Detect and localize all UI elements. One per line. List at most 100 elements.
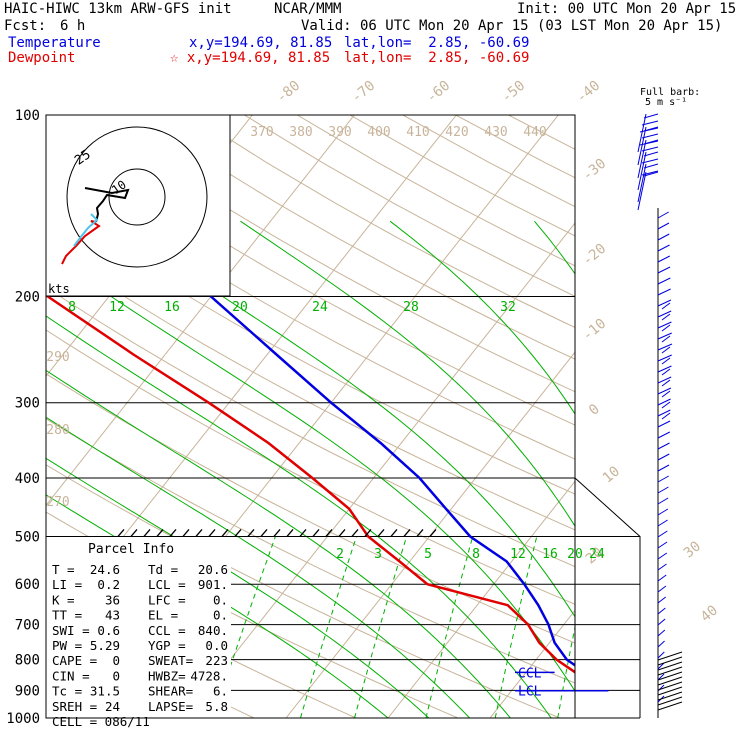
hodograph-units-label: kts xyxy=(48,282,70,296)
wind-barb xyxy=(637,171,647,211)
mixing-ratio-upper-label: 24 xyxy=(312,300,328,315)
mixing-ratio-lower-label: 12 xyxy=(510,547,526,562)
frost-hatch xyxy=(260,529,268,537)
theta-side-label: 270 xyxy=(46,495,69,510)
wind-barb xyxy=(637,139,647,179)
dewpoint-curve xyxy=(46,291,575,674)
wind-barb xyxy=(657,398,671,406)
frost-hatch xyxy=(390,529,398,537)
mixing-ratio-line xyxy=(494,536,538,718)
parcel-row-label: Td = xyxy=(148,562,178,577)
parcel-row-value: 4728. xyxy=(190,668,228,683)
wind-barb xyxy=(657,497,669,505)
frost-hatch xyxy=(429,529,437,537)
wind-barb xyxy=(637,151,647,191)
wind-barb xyxy=(657,552,668,560)
wind-barb xyxy=(657,662,665,670)
pressure-tick-label: 700 xyxy=(15,618,40,634)
ccl-label: CCL xyxy=(518,666,542,681)
wind-barb-half xyxy=(661,357,671,365)
wind-barb-half xyxy=(661,346,671,354)
wind-barb xyxy=(657,686,683,696)
mixing-ratio-line xyxy=(425,536,474,718)
isotherm-tick-label: -60 xyxy=(424,78,454,107)
isotherm-tick-label: 40 xyxy=(698,602,721,625)
moist-adiabat-line xyxy=(534,220,575,275)
wind-barb xyxy=(657,442,670,450)
wind-barb xyxy=(637,113,647,153)
theta-tick-label: 440 xyxy=(523,125,546,140)
dry-adiabat-line xyxy=(46,418,575,684)
wind-barb xyxy=(657,629,666,637)
frost-hatch xyxy=(156,529,164,537)
parcel-row-label: CELL = 086/11 xyxy=(52,714,150,729)
wind-barb xyxy=(657,541,668,549)
wind-barb xyxy=(657,464,670,472)
wind-barb-half xyxy=(661,302,671,310)
isotherm-tick-label: -10 xyxy=(580,316,610,345)
dry-adiabat-line xyxy=(46,203,575,495)
parcel-row-value: 901. xyxy=(198,577,228,592)
mixing-ratio-upper-label: 8 xyxy=(68,300,76,315)
parcel-row-value: 0 xyxy=(112,668,120,683)
parcel-row-label: EL = xyxy=(148,608,178,623)
isotherm-tick-label: -30 xyxy=(580,156,610,185)
dewpoint-legend: Dewpoint xyxy=(8,50,76,66)
parcel-row-label: CCL = xyxy=(148,623,186,638)
wind-barb xyxy=(657,696,683,706)
barb-legend-unit: 5 m s⁻¹ xyxy=(645,97,687,108)
mixing-ratio-line xyxy=(557,624,575,718)
pressure-tick-label: 100 xyxy=(15,108,40,124)
isotherm-line xyxy=(285,351,575,718)
wind-barb-flag xyxy=(641,120,659,126)
dry-adiabat-line xyxy=(138,115,575,360)
frost-hatch xyxy=(221,529,229,537)
mixing-ratio-upper-label: 12 xyxy=(109,300,125,315)
moist-adiabat-line xyxy=(46,416,470,718)
wind-barb xyxy=(657,321,672,329)
theta-side-label: 290 xyxy=(46,350,69,365)
wind-barb xyxy=(657,420,671,428)
parcel-info-title: Parcel Info xyxy=(88,542,174,557)
theta-side-label: 280 xyxy=(46,423,69,438)
mixing-ratio-line xyxy=(719,537,740,719)
hodograph-trace xyxy=(61,187,130,265)
parcel-row-label: HWBZ= xyxy=(148,668,186,683)
frost-hatch xyxy=(299,529,307,537)
frost-hatch xyxy=(377,529,385,537)
moist-adiabat-line xyxy=(46,315,552,718)
wind-barb-flag xyxy=(643,139,659,145)
wind-barb xyxy=(657,453,670,461)
isotherm-line xyxy=(489,609,575,718)
theta-tick-label: 430 xyxy=(484,125,507,140)
parcel-row-value: 24.6 xyxy=(90,562,120,577)
wind-barb-flag xyxy=(643,151,659,157)
wind-barb xyxy=(657,671,683,681)
wind-barb xyxy=(657,607,666,615)
wind-barb xyxy=(657,651,683,661)
lcl-label: LCL xyxy=(518,685,542,700)
frost-hatch xyxy=(117,529,125,537)
frost-hatch xyxy=(403,529,411,537)
parcel-row-value: 840. xyxy=(198,623,228,638)
parcel-row-label: LI = xyxy=(52,577,82,592)
wind-barb xyxy=(657,656,683,666)
wind-barb xyxy=(657,332,672,340)
wind-barb xyxy=(657,288,671,296)
mixing-ratio-line xyxy=(640,537,670,719)
wind-barb xyxy=(657,354,672,362)
wind-barb-half xyxy=(661,324,671,332)
plot-frame xyxy=(45,114,576,719)
wind-barb xyxy=(657,673,665,681)
wind-barb-half xyxy=(661,313,671,321)
parcel-row-value: 20.6 xyxy=(198,562,228,577)
wind-barb xyxy=(657,310,672,318)
wind-barb xyxy=(657,661,683,671)
isotherm-tick-label: -80 xyxy=(274,78,304,107)
theta-tick-label: 410 xyxy=(406,125,429,140)
wind-barb xyxy=(657,519,668,527)
wind-barb xyxy=(657,255,671,263)
parcel-row-value: 223 xyxy=(205,653,228,668)
wind-barb xyxy=(657,681,683,691)
mixing-ratio-lower-label: 24 xyxy=(589,547,605,562)
